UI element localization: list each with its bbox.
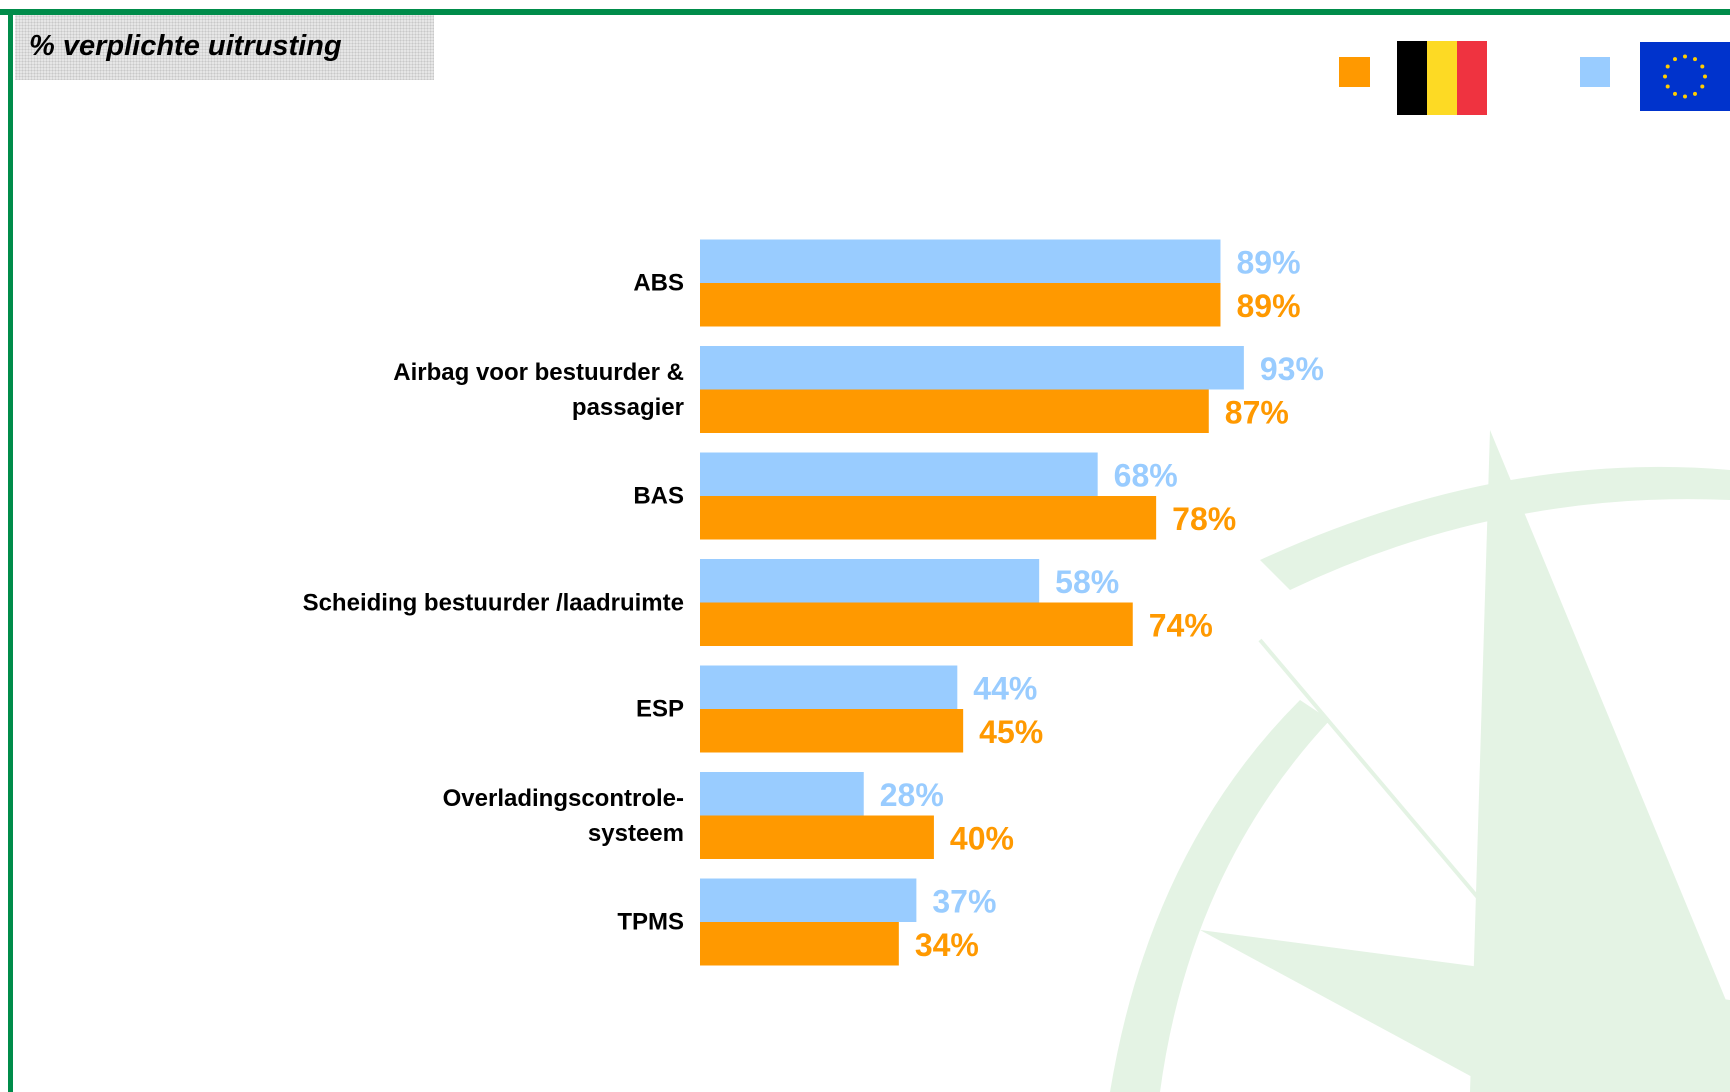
category-label: Airbag voor bestuurder & passagier [24,355,684,425]
bar [700,816,934,860]
legend-swatch [1339,57,1370,87]
bar [700,559,1039,603]
eu-star [1683,95,1687,99]
value-label: 87% [1225,395,1289,431]
category-label: ESP [24,692,684,727]
value-label: 78% [1172,501,1236,537]
belgian-flag [1397,41,1487,115]
eu-star [1673,92,1677,96]
bar [700,346,1244,390]
value-label: 89% [1236,245,1300,281]
bar [700,709,963,753]
eu-star [1693,57,1697,61]
eu-star [1683,55,1687,59]
left-border [8,9,13,1092]
eu-star [1700,85,1704,89]
value-label: 34% [915,927,979,963]
value-label: 40% [950,821,1014,857]
bar [700,922,899,966]
eu-star [1666,85,1670,89]
bar [700,240,1220,284]
eu-star [1666,65,1670,69]
bar [700,603,1133,647]
category-label: TPMS [24,905,684,940]
page: 89% 89% 93% 87% 68% 78% 58% 74% 44% 45% 28%40% 37% 3… [0,0,1730,1092]
chart-title: % verplichte uitrusting [15,15,434,80]
eu-star [1703,75,1707,79]
compass-ring [1110,700,1330,1092]
value-label: 74% [1149,608,1213,644]
eu-star [1700,65,1704,69]
bar [700,453,1098,497]
value-label: 68% [1114,458,1178,494]
eu-star [1673,57,1677,61]
bar [700,283,1220,327]
value-label: 89% [1236,288,1300,324]
value-label: 93% [1260,351,1324,387]
value-label: 28% [880,777,944,813]
bar [700,666,957,710]
eu-star [1663,75,1667,79]
value-label: 58% [1055,564,1119,600]
bar [700,879,916,923]
value-label: 44% [973,671,1037,707]
bar [700,496,1156,540]
bar [700,390,1209,434]
eu-star [1693,92,1697,96]
category-label: BAS [24,479,684,514]
eu-flag [1640,42,1730,111]
category-label: Scheiding bestuurder /laadruimte [24,585,684,620]
bar [700,772,864,816]
value-label: 45% [979,714,1043,750]
category-label: Overladingscontrole- systeem [24,781,684,851]
legend-swatch [1580,57,1610,87]
category-label: ABS [24,266,684,301]
value-label: 37% [932,884,996,920]
compass-line [1260,640,1480,900]
